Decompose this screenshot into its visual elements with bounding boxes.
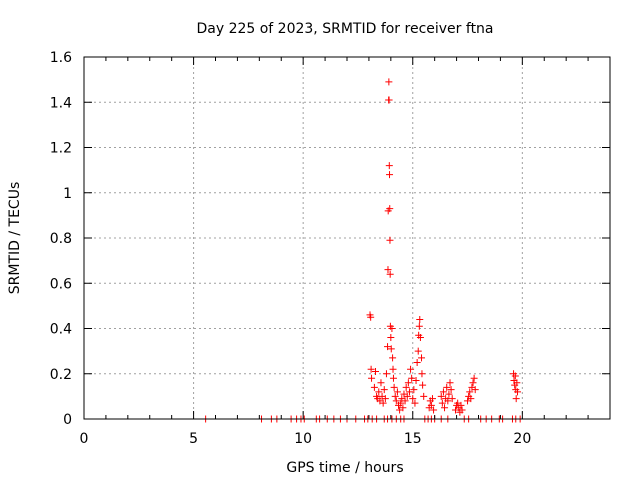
data-point (471, 386, 479, 394)
data-point (439, 388, 447, 396)
data-point (385, 78, 393, 86)
data-point (458, 406, 466, 414)
data-point (513, 379, 521, 387)
data-point (469, 379, 477, 387)
data-point (393, 388, 401, 396)
x-tick-label: 5 (189, 431, 198, 447)
data-point (411, 399, 419, 407)
data-point (404, 379, 412, 387)
data-point (443, 383, 451, 391)
y-tick-label: 1.4 (50, 95, 72, 111)
data-point (466, 388, 474, 396)
grid-lines (84, 57, 610, 419)
y-axis-label: SRMTID / TECUs (7, 182, 23, 295)
data-point (418, 370, 426, 378)
data-point (427, 401, 435, 409)
data-point (386, 270, 394, 278)
data-point (386, 236, 394, 244)
y-tick-label: 0.8 (50, 231, 72, 247)
data-point (416, 315, 424, 323)
data-point (384, 343, 392, 351)
data-point (514, 388, 522, 396)
data-point (407, 365, 415, 373)
data-point (412, 377, 420, 385)
data-point (441, 404, 449, 412)
data-point (420, 392, 428, 400)
data-point (445, 390, 453, 398)
data-point (367, 365, 375, 373)
data-point (470, 374, 478, 382)
data-point (384, 266, 392, 274)
x-tick-label: 0 (80, 431, 89, 447)
y-tick-label: 0.6 (50, 276, 72, 292)
data-point (385, 96, 393, 104)
data-point (368, 374, 376, 382)
x-axis-label: GPS time / hours (286, 460, 403, 476)
y-tick-label: 0 (63, 412, 72, 428)
y-tick-label: 1.6 (50, 50, 72, 66)
data-point (447, 386, 455, 394)
data-point (418, 354, 426, 362)
data-point (399, 404, 407, 412)
data-point (409, 395, 417, 403)
data-point (415, 322, 423, 330)
data-point (444, 397, 452, 405)
y-tick-label: 1 (63, 186, 72, 202)
y-tick-label: 1.2 (50, 141, 72, 157)
data-point (367, 313, 375, 321)
data-point (438, 399, 446, 407)
data-point (401, 397, 409, 405)
x-tick-label: 15 (404, 431, 422, 447)
data-point (448, 395, 456, 403)
axes: 0 0.2 0.4 0.6 0.8 1 1.2 1.4 1.6 0 5 10 15 20 (50, 50, 611, 447)
data-point (410, 386, 418, 394)
data-point (381, 395, 389, 403)
data-point (389, 354, 397, 362)
x-tick-label: 20 (513, 431, 531, 447)
data-point (390, 383, 398, 391)
data-point (386, 205, 394, 213)
data-point (379, 399, 387, 407)
data-point (446, 379, 454, 387)
data-point (457, 401, 465, 409)
data-point (511, 372, 519, 380)
data-point (430, 406, 438, 414)
data-point (385, 162, 393, 170)
x-tick-label: 10 (294, 431, 312, 447)
data-point (428, 395, 436, 403)
data-point (419, 381, 427, 389)
data-point (386, 171, 394, 179)
data-point (387, 334, 395, 342)
data-point (405, 388, 413, 396)
data-point (389, 365, 397, 373)
data-point (397, 399, 405, 407)
chart-title: Day 225 of 2023, SRMTID for receiver ftn… (196, 21, 493, 37)
data-point (414, 347, 422, 355)
data-point (512, 395, 520, 403)
data-point (416, 334, 424, 342)
data-point (387, 345, 395, 353)
data-point (391, 392, 399, 400)
y-tick-label: 0.4 (50, 322, 72, 338)
plot-frame (83, 56, 611, 420)
data-point (388, 325, 396, 332)
data-point (377, 379, 385, 387)
data-point (370, 383, 378, 391)
data-point (403, 392, 411, 400)
data-point (467, 395, 475, 403)
data-points (202, 78, 524, 423)
data-point (413, 358, 421, 366)
data-point (408, 374, 416, 382)
data-point (371, 367, 379, 375)
data-point (375, 388, 383, 396)
data-point (380, 386, 388, 394)
data-point (437, 392, 445, 400)
data-point (382, 370, 390, 378)
data-point (389, 374, 397, 382)
y-tick-label: 0.2 (50, 367, 72, 383)
data-point (402, 383, 410, 391)
data-point (392, 397, 400, 405)
